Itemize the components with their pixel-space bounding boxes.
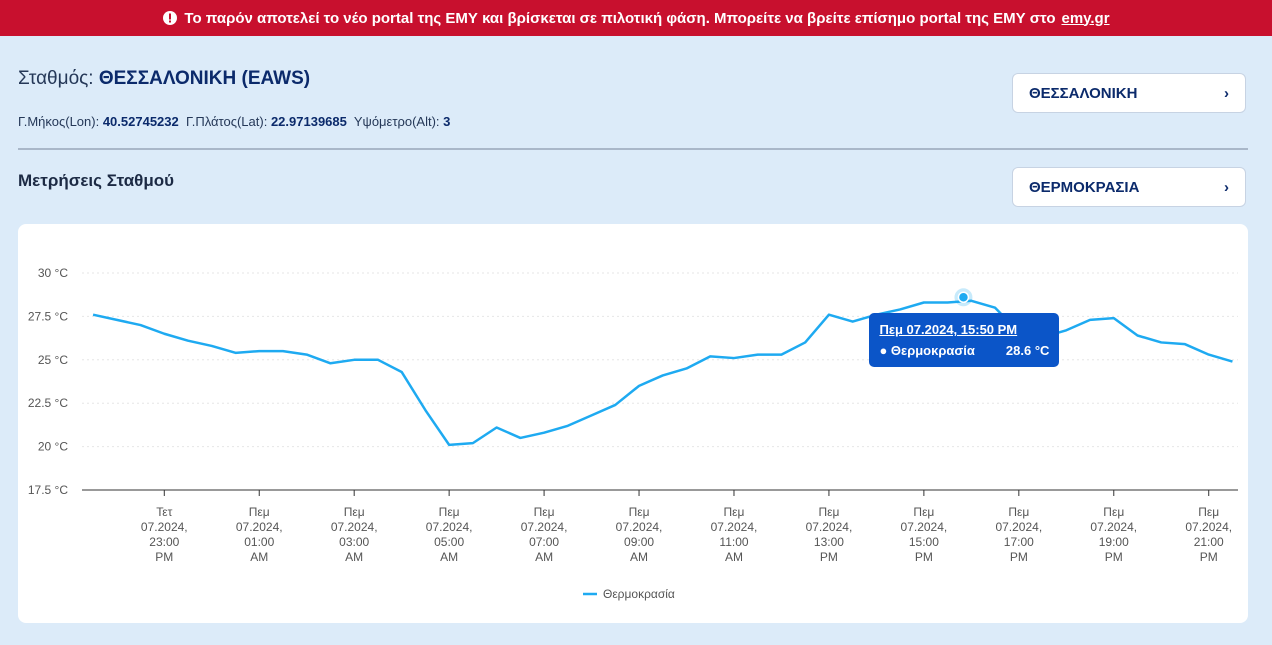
station-select[interactable]: ΘΕΣΣΑΛΟΝΙΚΗ › bbox=[1012, 73, 1246, 113]
station-name: ΘΕΣΣΑΛΟΝΙΚΗ (EAWS) bbox=[98, 68, 311, 89]
lat-value: 22.97139685 bbox=[270, 114, 347, 129]
station-heading: Σταθμός: ΘΕΣΣΑΛΟΝΙΚΗ (EAWS) bbox=[18, 68, 310, 90]
x-tick-label: Πεμ 07.2024, 15:00 PM bbox=[901, 505, 948, 564]
y-tick-label: 27.5 °C bbox=[28, 309, 68, 323]
x-tick-label: Τετ 07.2024, 23:00 PM bbox=[141, 505, 188, 564]
x-tick-label: Πεμ 07.2024, 13:00 PM bbox=[806, 505, 853, 564]
station-label: Σταθμός: bbox=[18, 68, 94, 89]
measure-select-text: ΘΕΡΜΟΚΡΑΣΙΑ bbox=[1029, 178, 1140, 196]
section-title: Μετρήσεις Σταθμού bbox=[18, 171, 175, 190]
banner-link[interactable]: emy.gr bbox=[1061, 9, 1110, 27]
measure-select[interactable]: ΘΕΡΜΟΚΡΑΣΙΑ › bbox=[1012, 167, 1246, 207]
banner: Το παρόν αποτελεί το νέο portal της ΕΜΥ … bbox=[0, 0, 1272, 36]
tooltip-series: Θερμοκρασία bbox=[890, 343, 975, 359]
line bbox=[92, 299, 1233, 447]
x-tick-label: Πεμ 07.2024, 19:00 PM bbox=[1090, 505, 1137, 564]
lat-label: Γ.Πλάτος(Lat): bbox=[185, 114, 268, 129]
alt-label: Υψόμετρο(Alt): bbox=[353, 114, 440, 129]
tooltip: Πεμ 07.2024, 15:50 PM ● Θερμοκρασία 28.6 … bbox=[869, 313, 1060, 368]
x-tick-label: Πεμ 07.2024, 03:00 AM bbox=[331, 505, 378, 564]
x-tick-label: Πεμ 07.2024, 05:00 AM bbox=[426, 505, 473, 564]
x-tick-label: Πεμ 07.2024, 07:00 AM bbox=[521, 505, 568, 564]
y-tick-label: 22.5 °C bbox=[28, 396, 68, 410]
alt-value: 3 bbox=[443, 114, 451, 129]
tooltip-row: ● Θερμοκρασία 28.6 °C bbox=[879, 343, 1050, 359]
x-tick-label: Πεμ 07.2024, 01:00 AM bbox=[236, 505, 283, 564]
chart: 17.5 °C 20 °C 22.5 °C 25 °C 27.5 °C 30 °C Τετ 0… bbox=[28, 266, 1238, 601]
y-tick-label: 17.5 °C bbox=[28, 483, 68, 497]
y-tick-label: 30 °C bbox=[38, 266, 68, 280]
x-tick-label: Πεμ 07.2024, 17:00 PM bbox=[995, 505, 1042, 564]
tooltip-value: 28.6 °C bbox=[1005, 343, 1050, 359]
y-tick-label: 20 °C bbox=[38, 440, 68, 454]
lon-value: 40.52745232 bbox=[102, 114, 179, 129]
chart-card: 17.5 °C 20 °C 22.5 °C 25 °C 27.5 °C 30 °C Τετ 0… bbox=[18, 224, 1248, 623]
legend-label: Θερμοκρασία bbox=[603, 587, 675, 601]
station-coords: Γ.Μήκος(Lon): 40.52745232 Γ.Πλάτος(Lat):… bbox=[18, 114, 450, 129]
chevron: › bbox=[1224, 178, 1229, 196]
x-tick-label: Πεμ 07.2024, 11:00 AM bbox=[711, 505, 758, 564]
x-tick-label: Πεμ 07.2024, 09:00 AM bbox=[616, 505, 663, 564]
banner-text: Το παρόν αποτελεί το νέο portal της ΕΜΥ … bbox=[184, 9, 1056, 27]
lon-label: Γ.Μήκος(Lon): bbox=[18, 114, 100, 129]
divider bbox=[18, 148, 1248, 150]
station-select-text: ΘΕΣΣΑΛΟΝΙΚΗ bbox=[1029, 84, 1138, 102]
alert-icon bbox=[163, 11, 178, 25]
chevron: › bbox=[1224, 84, 1229, 102]
tooltip-point bbox=[957, 291, 970, 304]
x-tick-label: Πεμ 07.2024, 21:00 PM bbox=[1185, 505, 1232, 564]
tooltip-title: Πεμ 07.2024, 15:50 PM bbox=[879, 322, 1018, 338]
y-tick-label: 25 °C bbox=[38, 353, 68, 367]
